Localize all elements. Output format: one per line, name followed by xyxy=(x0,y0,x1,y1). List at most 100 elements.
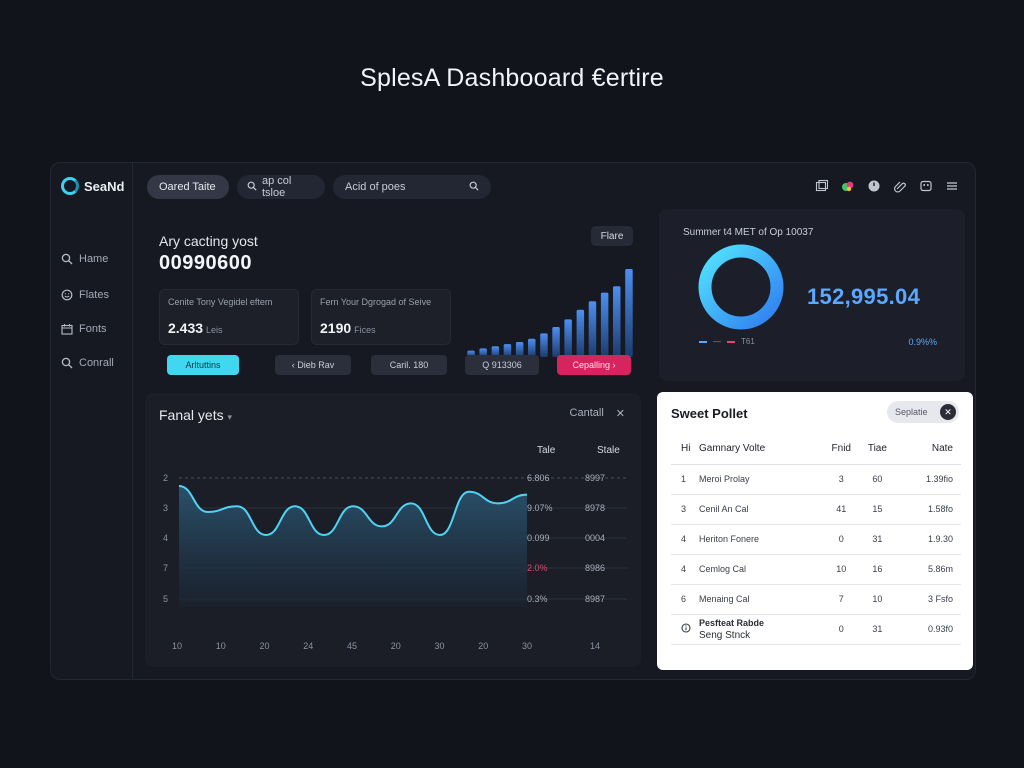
table-cell: 16 xyxy=(859,554,896,585)
table-cell: 0.93f0 xyxy=(895,614,961,645)
legend-label: T61 xyxy=(741,337,755,346)
search-input[interactable]: Acid of poes xyxy=(333,175,491,199)
legend-swatch xyxy=(727,340,735,343)
smile-icon xyxy=(61,289,73,301)
table-cell: 60 xyxy=(859,464,896,495)
table-row[interactable]: 4 Heriton Fonere 0 31 1.9.30 xyxy=(671,524,961,555)
table-row[interactable]: 1 Meroi Prolay 3 60 1.39fio xyxy=(671,464,961,495)
data-label: 8987 xyxy=(585,594,605,604)
palette-icon[interactable] xyxy=(841,179,855,193)
summary-card: Summer t4 MET of Op 10037 152,995.04 — T… xyxy=(659,209,965,381)
search-icon xyxy=(61,253,73,265)
x-tick-label: 14 xyxy=(590,641,600,651)
bar xyxy=(613,286,621,357)
summary-legend: — T61 xyxy=(699,337,755,346)
table-row[interactable]: 4 Cemlog Cal 10 16 5.86m xyxy=(671,554,961,585)
bar xyxy=(491,346,500,357)
row-subtitle: Seng Stnck xyxy=(699,629,751,641)
page-title: SplesA Dashbooard €ertire xyxy=(360,64,664,92)
table-cell: 5.86m xyxy=(895,554,961,585)
area-fill xyxy=(179,486,527,607)
data-label: 8997 xyxy=(585,473,605,483)
sidebar-item-label: Fonts xyxy=(79,323,107,335)
search-input-small[interactable]: ap col tsloe xyxy=(237,175,325,199)
column-header[interactable]: Hi xyxy=(671,434,699,465)
folder-icon[interactable] xyxy=(815,179,829,193)
toolbar-icons xyxy=(815,179,959,193)
table-cell: 0 xyxy=(823,524,860,555)
y-tick-label: 4 xyxy=(163,533,168,543)
kpi-value: 00990600 xyxy=(159,252,252,274)
bar xyxy=(528,338,536,357)
table-cell: 7 xyxy=(823,584,860,615)
sidebar-item-conrall[interactable]: Conrall xyxy=(61,357,114,369)
bar xyxy=(564,319,572,357)
table-row[interactable]: Pesfteat Rabde Seng Stnck 0 31 0.93f0 xyxy=(671,614,961,645)
x-tick-label: 24 xyxy=(303,641,313,651)
table-cell: Cenil An Cal xyxy=(699,494,824,525)
y-tick-label: 2 xyxy=(163,473,168,483)
sidebar: SeaNd Hame Flates Fonts Conrall xyxy=(51,163,133,679)
menu-icon[interactable] xyxy=(945,179,959,193)
table-row[interactable]: 3 Cenil An Cal 41 15 1.58fo xyxy=(671,494,961,525)
close-icon[interactable]: ✕ xyxy=(615,408,625,420)
table-cell: Meroi Prolay xyxy=(699,464,824,495)
row-title: Pesfteat Rabde xyxy=(699,617,765,628)
bar xyxy=(600,292,609,357)
table-cell: 31 xyxy=(859,524,896,555)
table-filter-label: Seplatie xyxy=(895,407,928,417)
bar xyxy=(552,327,560,357)
table-cell: 1.39fio xyxy=(895,464,961,495)
table-cell: 10 xyxy=(859,584,896,615)
sidebar-item-fonts[interactable]: Fonts xyxy=(61,323,107,335)
secondary-button[interactable]: Caril. 180 xyxy=(371,355,447,375)
table-row[interactable]: 6 Menaing Cal 7 10 3 Fsfo xyxy=(671,584,961,615)
y-tick-label: 5 xyxy=(163,594,168,604)
bar xyxy=(540,333,548,357)
data-table: Hi Gamnary Volte Fnid Tiae Nate 1 Meroi … xyxy=(671,434,961,645)
search-placeholder: Acid of poes xyxy=(345,181,406,193)
brand-logo[interactable]: SeaNd xyxy=(61,177,124,195)
table-cell xyxy=(671,614,699,645)
close-icon[interactable]: ✕ xyxy=(940,404,956,420)
search-placeholder: ap col tsloe xyxy=(262,175,292,199)
sidebar-item-label: Conrall xyxy=(79,357,114,369)
tab-active[interactable]: Oared Taite xyxy=(147,175,229,199)
kpi-title: Ary cacting yost xyxy=(159,233,258,249)
back-button[interactable]: ‹ Dieb Rav xyxy=(275,355,351,375)
mini-stat-value: 2.433 Leis xyxy=(168,320,223,336)
search-icon xyxy=(469,181,479,194)
sidebar-item-label: Hame xyxy=(79,253,109,265)
next-button[interactable]: Cepalling › xyxy=(557,355,631,375)
column-header[interactable]: Fnid xyxy=(823,434,860,465)
primary-button[interactable]: Arltuttins xyxy=(167,355,239,375)
kpi-card: Ary cacting yost 00990600 Flare Cenite T… xyxy=(145,209,645,385)
table-cell: 6 xyxy=(671,584,699,615)
sidebar-item-flates[interactable]: Flates xyxy=(61,289,109,301)
column-header[interactable]: Nate xyxy=(895,434,961,465)
table-cell: 4 xyxy=(671,554,699,585)
bar xyxy=(576,309,585,357)
column-header[interactable]: Gamnary Volte xyxy=(699,434,824,465)
sidebar-item-label: Flates xyxy=(79,289,109,301)
data-label: 0004 xyxy=(585,533,605,543)
donut-ring xyxy=(698,244,784,330)
clock-icon[interactable] xyxy=(867,179,881,193)
table-filter-button[interactable]: Seplatie ✕ xyxy=(887,401,959,423)
series-line xyxy=(178,485,528,537)
bar xyxy=(588,301,597,357)
bar xyxy=(625,269,633,357)
sidebar-item-home[interactable]: Hame xyxy=(61,253,108,265)
bar xyxy=(503,344,512,357)
kpi-badge[interactable]: Flare xyxy=(591,226,633,246)
info-icon[interactable] xyxy=(681,623,691,635)
column-header[interactable]: Tiae xyxy=(859,434,896,465)
chart-control-label[interactable]: Cantall xyxy=(569,407,604,419)
link-icon[interactable] xyxy=(893,179,907,193)
brand-ring-icon xyxy=(61,177,79,195)
search-button[interactable]: Q 913306 xyxy=(465,355,539,375)
x-tick-label: 20 xyxy=(478,641,488,651)
table-cell: 1.58fo xyxy=(895,494,961,525)
image-icon[interactable] xyxy=(919,179,933,193)
chart-title[interactable]: Fanal yets ▾ xyxy=(159,407,233,423)
